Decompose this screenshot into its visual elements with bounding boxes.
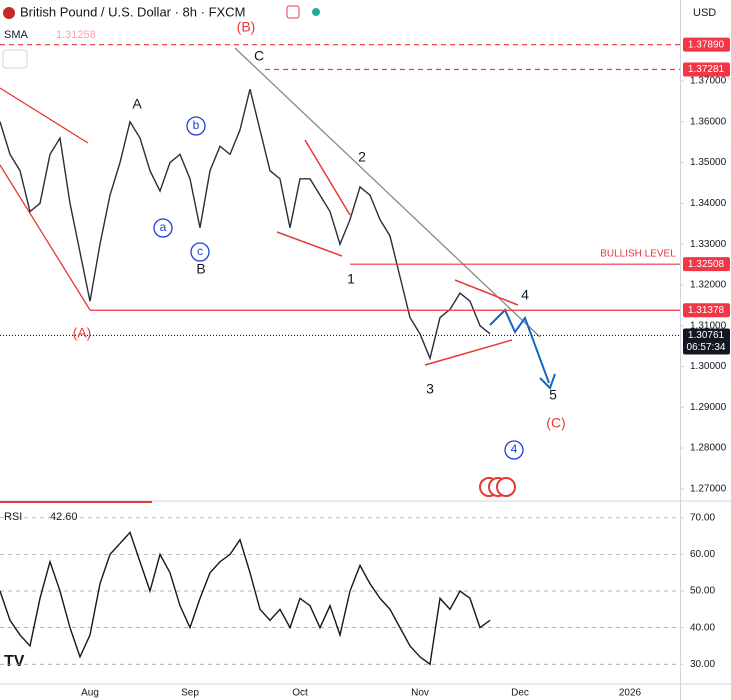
y-tick-label: 30.00 [690,659,715,670]
wave-label: 5 [549,387,557,403]
x-tick-label: Dec [511,688,529,699]
wave-circle [153,218,173,238]
drawn-line [0,87,89,144]
y-tick-label: 1.28000 [690,443,727,454]
level-label-box [683,37,730,52]
wave-circle [186,116,206,136]
y-tick-label: 60.00 [690,549,715,560]
drawn-line [0,164,91,311]
wave-circle [504,440,524,460]
x-tick-label: Aug [81,688,99,699]
y-tick-label: 70.00 [690,512,715,523]
y-tick-label: 1.34000 [690,198,727,209]
header-icons: TV [2,5,516,670]
rsi-title: RSI [4,511,22,523]
y-tick-label: 1.33000 [690,239,727,250]
chart-title: British Pound / U.S. Dollar · 8h · FXCM [20,4,245,19]
price-line [0,531,491,666]
y-tick-label: 1.29000 [690,402,727,413]
currency: USD [693,7,716,19]
alert-icon [286,5,300,19]
wave-label: B [196,261,205,277]
y-tick-label: 1.36000 [690,116,727,127]
level-label: 1.31378 [688,305,725,316]
wave-label: b [193,118,200,132]
arrow-head [539,373,556,390]
collapse-button[interactable] [2,49,28,69]
y-tick-label: 1.27000 [690,483,727,494]
event-icon [496,477,516,497]
wave-label: 1 [347,271,355,287]
wave-label: 3 [426,381,434,397]
drawn-line [304,139,351,216]
x-tick-label: Oct [292,688,308,699]
wave-label: c [197,244,203,258]
wave-label: a [160,220,167,234]
wave-label: A [132,96,142,112]
level-label-box [683,303,730,318]
y-tick-label: 50.00 [690,586,715,597]
wave-circle [190,242,210,262]
projection-arrow [489,308,550,384]
level-label-box [683,328,730,355]
level-label-box [683,62,730,77]
level-label: 1.32508 [688,259,725,270]
drawn-line [454,279,519,306]
wave-label: 4 [521,287,529,303]
indicator-name: SMA [4,29,29,41]
level-label: 1.30761 [688,330,725,341]
symbol-icon [3,7,15,19]
y-tick-label: 40.00 [690,622,715,633]
x-tick-label: Nov [411,688,429,699]
drawn-line [424,339,513,366]
countdown: 06:57:34 [687,342,726,353]
wave-label: 2 [358,149,366,165]
drawn-line [276,231,343,257]
wave-label: C [254,48,264,64]
x-tick-label: Sep [181,688,199,699]
wave-label: (C) [546,415,565,431]
y-tick-label: 1.31000 [690,320,727,331]
wave-label: 4 [511,442,518,456]
trend-line [234,47,541,338]
x-tick-label: 2026 [619,688,642,699]
y-tick-label: 1.32000 [690,280,727,291]
indicator-value: 1.31258 [56,29,96,41]
level-label: 1.37281 [688,64,725,75]
logo: TV [4,653,25,670]
wave-label: (B) [237,19,256,35]
y-tick-label: 1.35000 [690,157,727,168]
rsi-current: 42.60 [50,511,78,523]
wave-label: (A) [73,325,92,341]
y-tick-label: 1.37000 [690,76,727,87]
level-label-box [683,257,730,272]
y-tick-label: 1.30000 [690,361,727,372]
status-dot [312,8,320,16]
wave-label: BULLISH LEVEL [600,249,676,260]
level-label: 1.37890 [688,39,725,50]
